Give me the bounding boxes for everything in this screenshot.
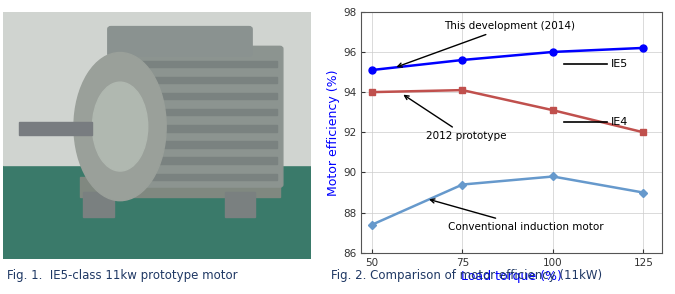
Bar: [123, 93, 277, 99]
Text: Fig. 2. Comparison of motor efficiency (11kW): Fig. 2. Comparison of motor efficiency (…: [331, 269, 602, 282]
Text: 2012 prototype: 2012 prototype: [404, 96, 507, 141]
Bar: [3, 12, 310, 165]
Bar: [225, 192, 255, 217]
Bar: [83, 192, 114, 217]
Y-axis label: Motor efficiency (%): Motor efficiency (%): [327, 69, 340, 196]
Text: IE5: IE5: [611, 59, 628, 69]
Bar: [123, 125, 277, 131]
Text: This development (2014): This development (2014): [398, 21, 575, 67]
Bar: [123, 173, 277, 180]
Ellipse shape: [74, 53, 166, 201]
Text: Fig. 1.  IE5-class 11kw prototype motor: Fig. 1. IE5-class 11kw prototype motor: [7, 269, 238, 282]
Text: IE4: IE4: [611, 117, 628, 127]
FancyBboxPatch shape: [117, 46, 283, 187]
Bar: [123, 77, 277, 83]
Text: Conventional induction motor: Conventional induction motor: [431, 199, 603, 232]
Bar: [80, 177, 280, 197]
Bar: [123, 158, 277, 164]
Bar: [19, 122, 92, 135]
Bar: [123, 109, 277, 116]
Bar: [123, 141, 277, 148]
Bar: [3, 165, 310, 259]
Bar: [123, 61, 277, 67]
Ellipse shape: [92, 82, 148, 171]
X-axis label: Load torque (%): Load torque (%): [461, 270, 562, 283]
FancyBboxPatch shape: [108, 26, 252, 56]
